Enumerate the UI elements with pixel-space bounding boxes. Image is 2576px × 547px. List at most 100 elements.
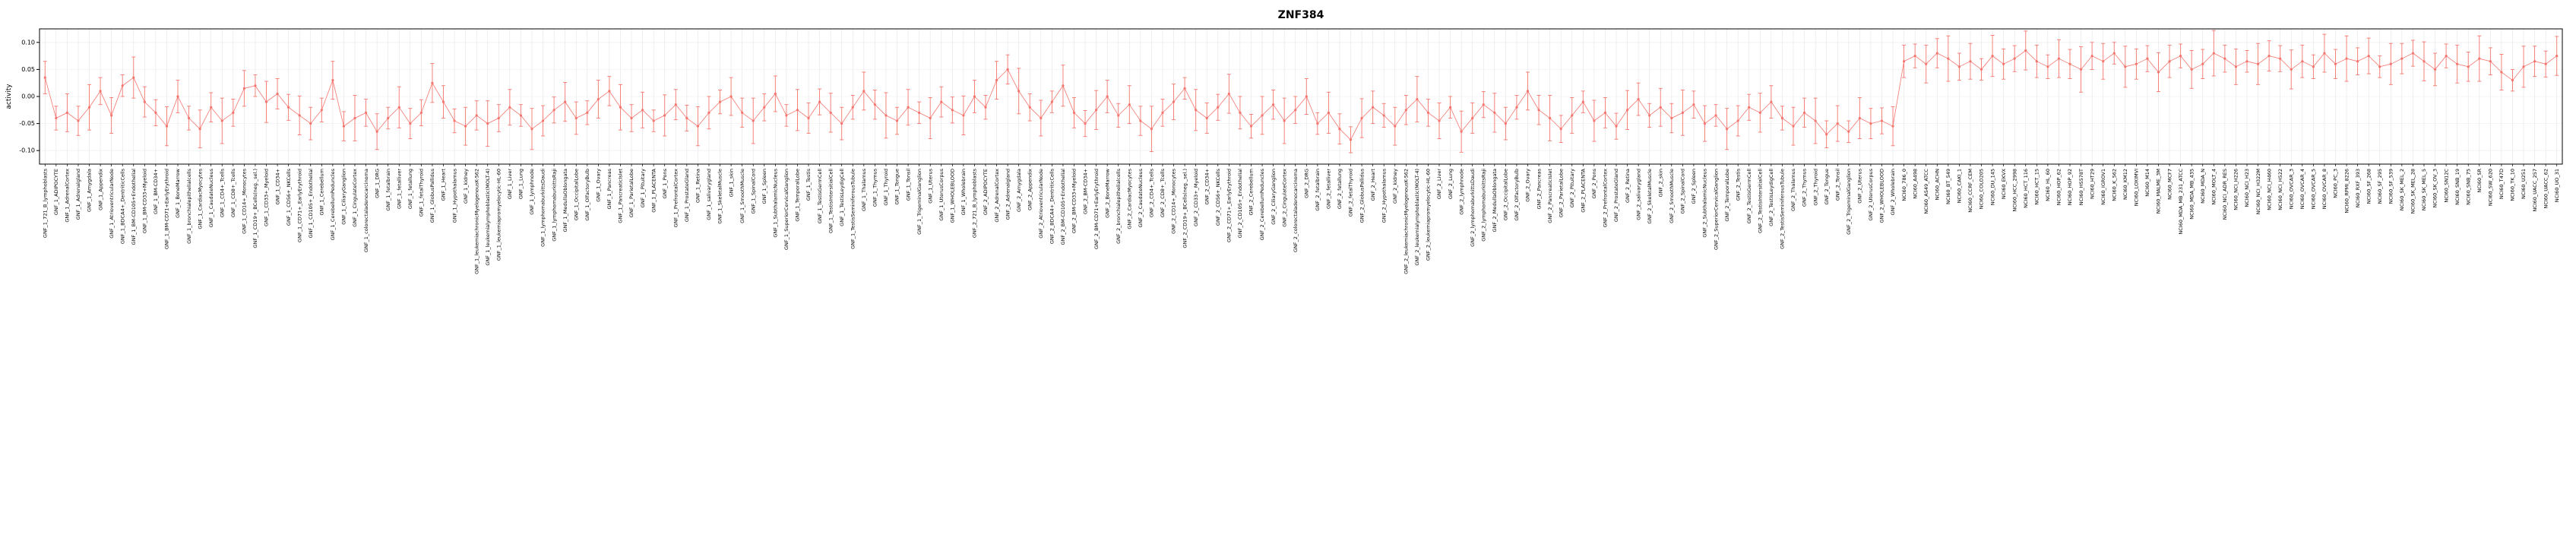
x-tick-label: GNF_1_Appendix [97, 169, 103, 210]
data-point [2124, 65, 2127, 68]
x-tick-label: GNF_1_CD56+_NKCells [286, 168, 292, 226]
data-point [1150, 128, 1154, 131]
x-tick-label: GNF_1_Heart [441, 169, 447, 201]
x-tick-label: GNF_2_SkeletalMuscle [1647, 169, 1653, 224]
data-point [464, 125, 467, 128]
data-point [1316, 122, 1319, 125]
x-tick-label: NCI60_MDA_MB_435 [2188, 169, 2195, 220]
data-point [2301, 60, 2304, 63]
data-point [1593, 119, 1596, 122]
data-point [1726, 128, 1729, 131]
data-point [331, 79, 334, 82]
x-tick-label: GNF_1_fetallung [407, 169, 413, 209]
data-point [1072, 111, 1076, 114]
data-point [685, 116, 688, 120]
data-point [1283, 119, 1286, 122]
x-tick-label: GNF_2_lymphomaburkittsDaudi [1470, 169, 1476, 247]
x-tick-label: NCI60_RPMI_8226 [2343, 169, 2350, 213]
x-tick-label: GNF_1_bronchialepithelialcells [186, 168, 192, 243]
data-point [2212, 52, 2215, 55]
x-tick-label: NCI60_LOXIMVI [2134, 169, 2140, 206]
x-tick-label: GNF_2_SubthalamicNucleus [1702, 168, 1708, 237]
data-point [1802, 111, 1806, 114]
data-point [2090, 55, 2093, 58]
x-tick-label: GNF_2_AtrioventricularNode [1038, 169, 1044, 239]
x-tick-label: GNF_2_Thyroid [1812, 169, 1818, 206]
data-point [453, 119, 456, 122]
x-tick-label: GNF_1_TestisGermCell [817, 169, 823, 224]
x-tick-label: GNF_1_leukemiapromyelocytic-HL-60 [495, 169, 502, 261]
data-point [409, 122, 412, 125]
x-tick-label: GNF_2_leukemiapromyelocytic-HL-60 [1426, 169, 1432, 261]
data-point [962, 114, 965, 117]
data-point [419, 111, 422, 114]
data-point [375, 130, 378, 133]
data-point [264, 100, 268, 103]
data-point [1625, 109, 1629, 112]
x-tick-label: GNF_2_OccipitalLobe [1503, 169, 1509, 220]
data-point [87, 106, 91, 109]
data-point [1095, 109, 1098, 112]
data-point [1648, 114, 1651, 117]
x-tick-label: GNF_1_colorectaladenocarcinoma [363, 169, 369, 252]
x-tick-label: GNF_2_leukemiachronicMyelogenousK-562 [1404, 169, 1410, 274]
x-tick-label: GNF_2_BM-CD105+Endothelial [1060, 169, 1066, 245]
x-tick-label: GNF_1_Pancreas [606, 168, 612, 209]
data-point [1028, 106, 1031, 109]
data-point [99, 90, 102, 93]
data-point [2146, 57, 2149, 60]
x-tick-label: NCI60_SK_OV_3 [2432, 169, 2438, 207]
data-point [2068, 62, 2071, 65]
data-point [1249, 125, 1253, 128]
x-tick-label: GNF_1_WHOLEBLOOD [950, 169, 956, 223]
x-tick-label: NCI60_HCT_116 [2023, 169, 2029, 208]
data-point [2511, 79, 2514, 82]
data-point [1195, 109, 1198, 112]
data-point [2478, 57, 2481, 60]
data-point [1382, 114, 1385, 117]
data-point [1205, 116, 1208, 120]
data-point [77, 119, 80, 122]
x-tick-label: GNF_2_CD34+ [1204, 169, 1210, 205]
x-tick-label: GNF_1_lymphomaburkittsDaudi [540, 169, 546, 247]
data-point [2223, 57, 2226, 60]
x-tick-label: GNF_2_Lung [1448, 169, 1454, 199]
x-tick-label: GNF_2_SuperiorCervicalGanglion [1713, 169, 1719, 250]
x-tick-label: NCI60_SNB_75 [2465, 169, 2471, 205]
data-point [1172, 100, 1176, 103]
data-point [1758, 111, 1761, 114]
data-point [176, 95, 179, 98]
data-point [564, 100, 567, 103]
data-point [1139, 119, 1142, 122]
x-tick-label: NCI60_A549_ATCC [1923, 169, 1929, 214]
x-tick-label: GNF_2_Liver [1436, 169, 1442, 200]
data-point [1327, 111, 1331, 114]
data-point [1416, 97, 1419, 101]
x-tick-label: GNF_1_Pituitary [640, 169, 646, 208]
x-tick-label: GNF_2_TrigeminalGanglion [1846, 169, 1852, 235]
x-tick-label: GNF_1_lymphnode [529, 169, 535, 215]
x-tick-label: NCI60_CCRF_CEM [1967, 169, 1973, 213]
x-tick-label: GNF_1_OlfactoryBulb [584, 169, 590, 221]
data-point [2057, 57, 2061, 60]
data-point [1736, 119, 1739, 122]
x-tick-label: GNF_2_DRG [1303, 169, 1309, 198]
data-point [2290, 68, 2293, 71]
x-tick-label: GNF_2_Pons [1591, 168, 1597, 198]
data-point [2356, 60, 2359, 63]
data-point [1404, 109, 1407, 112]
data-point [1271, 103, 1275, 106]
data-point [1603, 111, 1607, 114]
x-tick-label: GNF_1_BM-CD71+EarlyErythroid [164, 169, 170, 249]
x-tick-label: NCI60_MOLT_4 [2211, 169, 2217, 205]
x-tick-label: NCI60_NCI_ADR_RES [2222, 169, 2228, 220]
data-point [508, 106, 511, 109]
x-tick-label: GNF_2_Pancreas [1536, 168, 1542, 209]
x-tick-label: GNF_2_CD33+_Myeloid [1193, 169, 1199, 226]
x-tick-label: NCI60_SF_295 [2377, 169, 2383, 204]
x-tick-label: NCI60_ACHN [1934, 169, 1940, 201]
x-tick-label: NCI60_COLO205 [1979, 169, 1985, 209]
data-point [984, 106, 987, 109]
data-point [1670, 116, 1673, 120]
